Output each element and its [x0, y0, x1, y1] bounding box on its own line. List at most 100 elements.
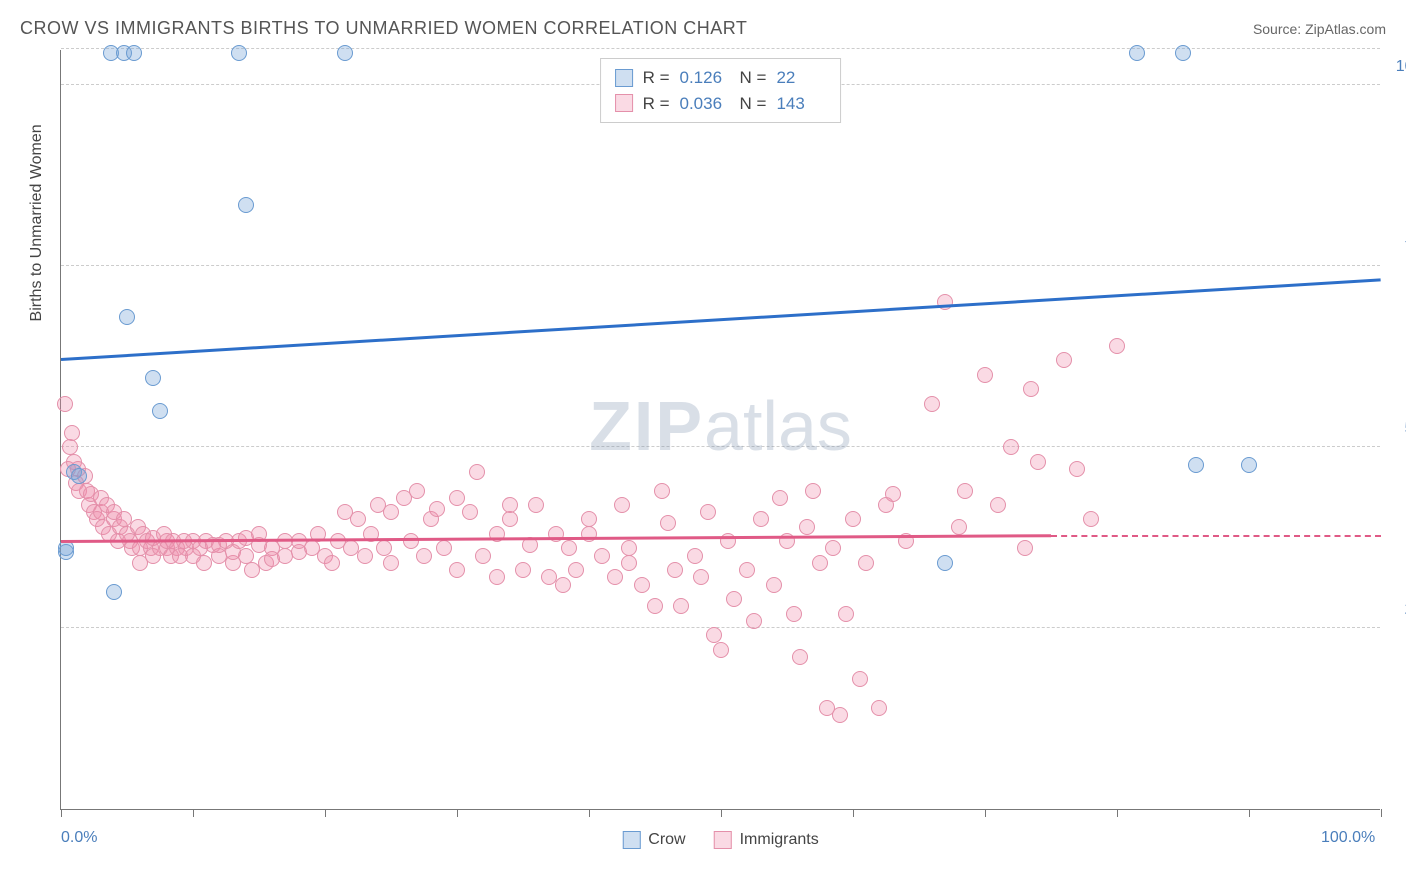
watermark-bold: ZIP	[589, 387, 704, 465]
stat-label-n: N =	[740, 91, 767, 117]
data-point-immigrants	[64, 425, 80, 441]
stat-label-n: N =	[740, 65, 767, 91]
data-point-immigrants	[825, 540, 841, 556]
x-tick	[721, 809, 722, 817]
stat-immigrants-r: 0.036	[680, 91, 730, 117]
data-point-immigrants	[799, 519, 815, 535]
data-point-immigrants	[772, 490, 788, 506]
legend-stats-row-crow: R = 0.126 N = 22	[615, 65, 827, 91]
data-point-immigrants	[845, 511, 861, 527]
data-point-immigrants	[951, 519, 967, 535]
x-tick	[193, 809, 194, 817]
x-tick-label: 0.0%	[61, 829, 97, 847]
data-point-immigrants	[449, 562, 465, 578]
watermark-light: atlas	[704, 387, 852, 465]
data-point-immigrants	[871, 700, 887, 716]
data-point-immigrants	[990, 497, 1006, 513]
data-point-immigrants	[766, 577, 782, 593]
gridline	[61, 627, 1380, 628]
data-point-immigrants	[1017, 540, 1033, 556]
data-point-crow	[152, 403, 168, 419]
swatch-crow	[615, 69, 633, 87]
data-point-immigrants	[403, 533, 419, 549]
trend-line-dash-immigrants	[1051, 535, 1381, 537]
stat-label-r: R =	[643, 65, 670, 91]
data-point-immigrants	[792, 649, 808, 665]
y-tick-label: 100.0%	[1396, 58, 1406, 76]
data-point-immigrants	[977, 367, 993, 383]
data-point-immigrants	[957, 483, 973, 499]
gridline	[61, 446, 1380, 447]
data-point-crow	[145, 370, 161, 386]
data-point-immigrants	[1023, 381, 1039, 397]
data-point-crow	[238, 197, 254, 213]
data-point-crow	[1129, 45, 1145, 61]
data-point-immigrants	[1109, 338, 1125, 354]
source-attribution: Source: ZipAtlas.com	[1253, 21, 1386, 37]
data-point-immigrants	[449, 490, 465, 506]
data-point-immigrants	[673, 598, 689, 614]
data-point-immigrants	[502, 497, 518, 513]
data-point-immigrants	[726, 591, 742, 607]
data-point-crow	[126, 45, 142, 61]
data-point-immigrants	[812, 555, 828, 571]
data-point-immigrants	[753, 511, 769, 527]
data-point-immigrants	[607, 569, 623, 585]
data-point-immigrants	[62, 439, 78, 455]
data-point-immigrants	[561, 540, 577, 556]
data-point-immigrants	[383, 504, 399, 520]
data-point-crow	[71, 468, 87, 484]
data-point-crow	[1241, 457, 1257, 473]
legend-item-crow: Crow	[622, 831, 685, 849]
legend-series: Crow Immigrants	[622, 831, 818, 849]
data-point-immigrants	[832, 707, 848, 723]
data-point-immigrants	[700, 504, 716, 520]
data-point-immigrants	[581, 526, 597, 542]
data-point-crow	[119, 309, 135, 325]
data-point-immigrants	[475, 548, 491, 564]
data-point-immigrants	[647, 598, 663, 614]
source-name: ZipAtlas.com	[1305, 21, 1386, 37]
data-point-immigrants	[1083, 511, 1099, 527]
trend-line-crow	[61, 278, 1381, 360]
x-tick	[61, 809, 62, 817]
data-point-crow	[337, 45, 353, 61]
data-point-immigrants	[1069, 461, 1085, 477]
data-point-immigrants	[469, 464, 485, 480]
data-point-immigrants	[885, 486, 901, 502]
x-tick	[853, 809, 854, 817]
data-point-immigrants	[462, 504, 478, 520]
data-point-immigrants	[924, 396, 940, 412]
swatch-immigrants	[714, 831, 732, 849]
data-point-crow	[937, 555, 953, 571]
y-axis-title: Births to Unmarried Women	[28, 124, 46, 321]
legend-item-immigrants: Immigrants	[714, 831, 819, 849]
data-point-immigrants	[429, 501, 445, 517]
x-tick-label: 100.0%	[1321, 829, 1375, 847]
data-point-immigrants	[937, 294, 953, 310]
legend-stats: R = 0.126 N = 22 R = 0.036 N = 143	[600, 58, 842, 123]
data-point-immigrants	[746, 613, 762, 629]
scatter-plot: ZIPatlas R = 0.126 N = 22 R = 0.036 N = …	[60, 50, 1380, 810]
data-point-immigrants	[660, 515, 676, 531]
data-point-immigrants	[838, 606, 854, 622]
source-prefix: Source:	[1253, 21, 1305, 37]
watermark: ZIPatlas	[589, 386, 852, 466]
data-point-immigrants	[1003, 439, 1019, 455]
data-point-crow	[106, 584, 122, 600]
stat-crow-r: 0.126	[680, 65, 730, 91]
data-point-immigrants	[502, 511, 518, 527]
gridline	[61, 265, 1380, 266]
data-point-immigrants	[57, 396, 73, 412]
stat-crow-n: 22	[776, 65, 826, 91]
x-tick	[985, 809, 986, 817]
legend-label-immigrants: Immigrants	[740, 831, 819, 849]
data-point-immigrants	[383, 555, 399, 571]
data-point-immigrants	[436, 540, 452, 556]
data-point-immigrants	[739, 562, 755, 578]
data-point-immigrants	[568, 562, 584, 578]
data-point-immigrants	[416, 548, 432, 564]
data-point-immigrants	[654, 483, 670, 499]
data-point-immigrants	[634, 577, 650, 593]
data-point-immigrants	[852, 671, 868, 687]
